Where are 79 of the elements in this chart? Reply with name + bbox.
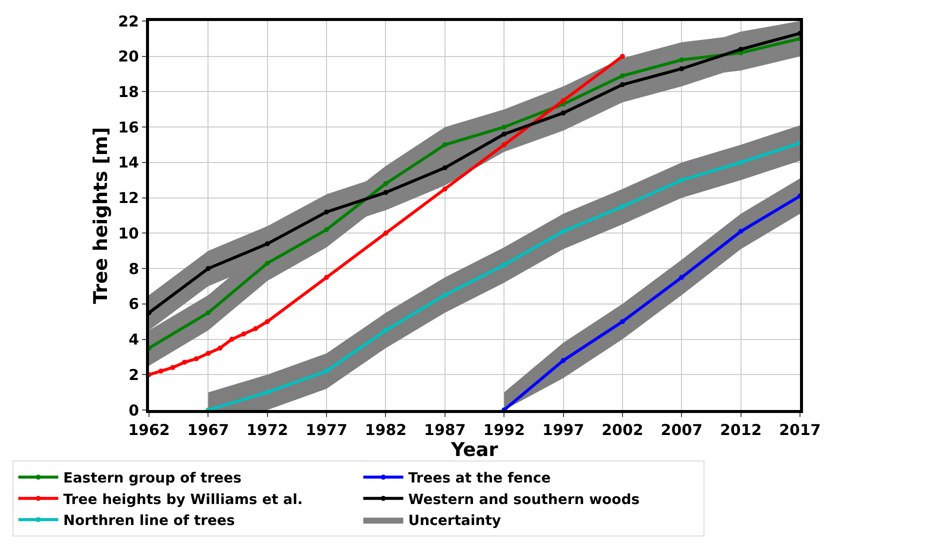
point [206,310,211,316]
x-tick-label: 1987 [424,421,466,439]
point [738,160,744,165]
point [253,326,258,332]
y-tick-label: 12 [118,189,139,208]
point [738,46,744,52]
point [264,390,270,395]
x-tick-label: 2012 [720,421,762,439]
point [182,360,188,365]
point [383,328,388,333]
point [620,82,625,88]
point [620,54,625,59]
y-axis-title: Tree heights [m] [90,127,112,304]
legend-label: Uncertainty [408,513,502,530]
point [324,368,330,374]
point [679,57,684,62]
legend-label: Western and southern woods [408,492,640,508]
point [324,274,330,280]
point [679,178,684,183]
point [383,181,388,186]
y-tick-label: 14 [118,154,139,172]
point [324,209,330,214]
point [620,73,625,78]
point [502,142,507,148]
point [206,350,211,356]
point [264,241,270,246]
x-tick-label: 1992 [483,421,525,439]
point [502,262,507,268]
point [194,356,199,362]
point [442,292,448,298]
x-tick-label: 1972 [246,421,288,439]
point [442,186,448,192]
y-tick-label: 8 [128,260,139,278]
x-tick-label: 1962 [128,421,170,439]
y-tick-label: 2 [128,366,139,384]
point [560,228,566,234]
point [442,142,448,148]
point [170,365,176,370]
point [502,124,507,130]
point [264,319,270,324]
point [264,260,270,266]
point [738,228,744,234]
point [206,266,211,272]
point [383,190,388,196]
legend-label: Northren line of trees [63,513,235,530]
x-tick-label: 2007 [660,421,703,439]
legend-label: Trees at the fence [408,470,551,487]
x-axis-title: Year [450,439,499,461]
point [241,331,246,336]
y-tick-label: 22 [118,12,139,30]
point [679,66,684,72]
x-tick-label: 2017 [779,421,821,439]
point [229,336,234,342]
x-tick-label: 1982 [364,421,407,439]
y-tick-label: 4 [128,330,139,349]
point [560,98,566,104]
y-tick-label: 20 [118,48,139,66]
point [383,230,388,236]
legend-label: Tree heights by Williams et al. [63,492,303,508]
y-tick-label: 10 [118,224,139,242]
point [620,319,625,324]
point [158,368,164,374]
point [679,274,684,280]
point [560,358,566,363]
x-tick-label: 1967 [187,421,230,439]
x-tick-label: 2002 [602,421,644,439]
y-tick-label: 0 [128,401,139,420]
x-tick-label: 1977 [306,421,348,439]
point [560,110,566,116]
point [620,204,625,210]
y-tick-label: 6 [128,295,139,314]
point [502,132,507,137]
y-tick-label: 18 [118,82,139,101]
point [442,165,448,170]
legend-label: Eastern group of trees [63,470,242,487]
y-tick-label: 16 [118,118,139,136]
x-tick-label: 1997 [542,421,584,439]
point [218,346,223,351]
point [324,227,330,232]
